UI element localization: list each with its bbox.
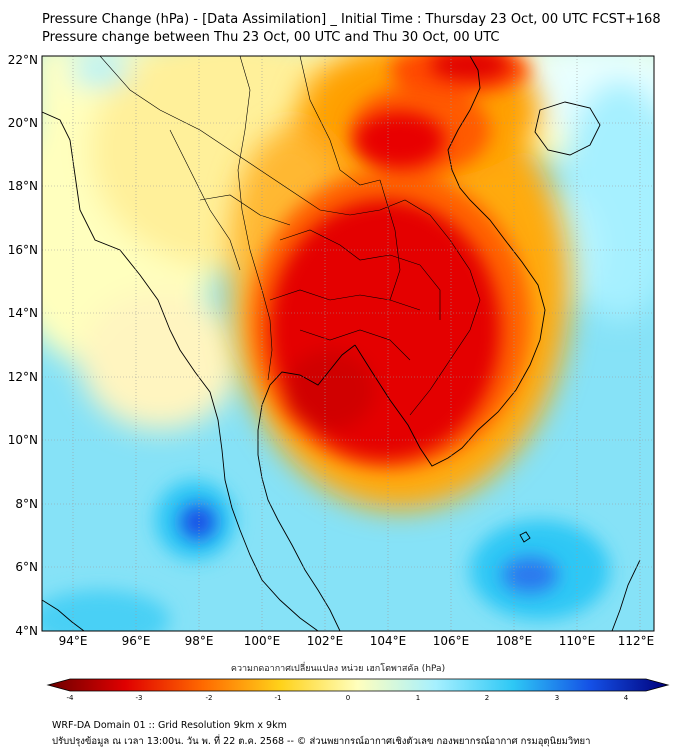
lat-label: 6°N <box>15 560 38 574</box>
map-frame <box>41 55 655 632</box>
latitude-labels: 22°N 20°N 18°N 16°N 14°N 12°N 10°N 8°N 6… <box>8 53 38 638</box>
lon-label: 98°E <box>185 634 214 648</box>
graticule <box>42 56 654 631</box>
lon-label: 94°E <box>59 634 88 648</box>
lat-label: 16°N <box>8 243 38 257</box>
colorbar: -4 -3 -2 -1 0 1 2 3 4 <box>46 678 670 702</box>
lon-label: 112°E <box>618 634 655 648</box>
colorbar-tick: 4 <box>624 694 629 702</box>
colorbar-bar <box>46 678 670 692</box>
lon-label: 102°E <box>307 634 344 648</box>
colorbar-tick: 0 <box>346 694 350 702</box>
pressure-field <box>42 56 654 631</box>
lat-label: 22°N <box>8 53 38 67</box>
lon-label: 104°E <box>370 634 407 648</box>
lon-label: 108°E <box>496 634 533 648</box>
province-borders <box>99 56 481 416</box>
lat-label: 8°N <box>15 497 38 511</box>
footer-model-info: WRF-DA Domain 01 :: Grid Resolution 9km … <box>52 720 287 731</box>
lat-label: 20°N <box>8 116 38 130</box>
colorbar-tick: -2 <box>206 694 213 702</box>
map-title-line-2: Pressure change between Thu 23 Oct, 00 U… <box>42 30 500 45</box>
lon-label: 100°E <box>244 634 281 648</box>
coastlines <box>42 56 641 631</box>
map-title-line-1: Pressure Change (hPa) - [Data Assimilati… <box>42 12 661 27</box>
lat-label: 14°N <box>8 306 38 320</box>
lat-label: 18°N <box>8 179 38 193</box>
lon-label: 96°E <box>122 634 151 648</box>
colorbar-tick: 3 <box>555 694 559 702</box>
colorbar-tick: 2 <box>485 694 489 702</box>
colorbar-tick: -3 <box>136 694 143 702</box>
footer-update-info: ปรับปรุงข้อมูล ณ เวลา 13:00น. วัน พ. ที่… <box>52 736 591 747</box>
colorbar-tick: -4 <box>67 694 75 702</box>
colorbar-label: ความกดอากาศเปลี่ยนแปลง หน่วย เฮกโตพาสคัล… <box>230 664 446 674</box>
lon-label: 110°E <box>559 634 596 648</box>
lat-label: 4°N <box>15 624 38 638</box>
lat-label: 10°N <box>8 433 38 447</box>
colorbar-tick: -1 <box>275 694 282 702</box>
lon-label: 106°E <box>433 634 470 648</box>
longitude-labels: 94°E 96°E 98°E 100°E 102°E 104°E 106°E 1… <box>59 634 655 648</box>
colorbar-tick: 1 <box>416 694 420 702</box>
lat-label: 12°N <box>8 370 38 384</box>
